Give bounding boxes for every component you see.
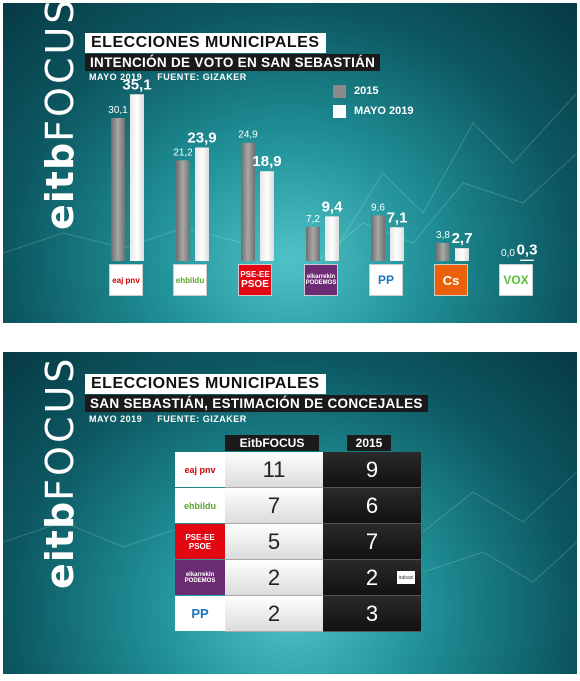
legend-swatch-2015 xyxy=(333,84,346,98)
seats-eitbfocus: 5 xyxy=(225,524,323,560)
bar-label-2015-5: 3,8 xyxy=(436,230,450,241)
bar-2019-2 xyxy=(260,171,274,261)
seats-eitbfocus: 7 xyxy=(225,488,323,524)
chart-date: MAYO 2019 xyxy=(89,72,143,82)
bar-2015-4 xyxy=(371,215,385,261)
party-logo: eaj pnv xyxy=(175,452,225,487)
chart-legend: 2015 MAYO 2019 xyxy=(333,81,414,121)
legend-label-2019: MAYO 2019 xyxy=(354,105,414,117)
bar-label-2019-6: 0,3 xyxy=(517,242,538,259)
table-date: MAYO 2019 xyxy=(89,414,143,424)
chart-source: FUENTE: GIZAKER xyxy=(157,72,247,82)
bar-2019-6 xyxy=(520,259,534,261)
bar-2019-0 xyxy=(130,94,144,262)
bar-2019-1 xyxy=(195,147,209,261)
seats-eitbfocus: 2 xyxy=(225,560,323,596)
bar-label-2015-3: 7,2 xyxy=(306,214,320,225)
bar-label-2015-0: 30,1 xyxy=(108,105,128,116)
bar-2019-5 xyxy=(455,248,469,261)
table-subtitle: SAN SEBASTIÁN, ESTIMACIÓN DE CONCEJALES xyxy=(85,395,428,412)
logo-pse: PSE-EE PSOE xyxy=(238,264,272,296)
column-header-2015: 2015 xyxy=(347,435,391,451)
bar-2015-5 xyxy=(436,242,450,261)
table-row: eaj pnv 11 9 xyxy=(175,452,421,488)
legend-label-2015: 2015 xyxy=(354,85,379,97)
bar-label-2019-4: 7,1 xyxy=(387,209,408,226)
bar-chart: 30,135,121,223,9 24,918,97,29,4 9,67,13,8 2… xyxy=(108,76,538,262)
seats-2015: 9 xyxy=(323,452,421,488)
bar-label-2019-0: 35,1 xyxy=(122,76,151,93)
seats-panel: eitbFOCUS ELECCIONES MUNICIPALES SAN SEB… xyxy=(3,352,577,674)
bar-label-2019-3: 9,4 xyxy=(322,198,344,215)
logo-bildu: ehbildu xyxy=(173,264,207,296)
logo-vox: VOX xyxy=(499,264,533,296)
table-row: elkarrekin PODEMOS 2 2 irabazi xyxy=(175,560,421,596)
logo-pse-top: PSE-EE xyxy=(240,270,270,279)
logo-pp-text: PP xyxy=(377,273,394,287)
party-logo: elkarrekin PODEMOS xyxy=(175,560,225,595)
logo-vox-text: VOX xyxy=(503,273,529,287)
legend-swatch-2019 xyxy=(333,104,346,118)
table-meta: MAYO 2019 FUENTE: GIZAKER xyxy=(89,414,259,424)
logo-podemos: elkarrekin PODEMOS xyxy=(304,264,338,296)
bar-2015-0 xyxy=(111,118,125,262)
chart-subtitle: INTENCIÓN DE VOTO EN SAN SEBASTIÁN xyxy=(85,54,381,71)
seats-2015: 3 xyxy=(323,596,421,632)
bar-label-2015-6: 0,0 xyxy=(501,248,515,259)
seats-eitbfocus: 2 xyxy=(225,596,323,632)
chart-meta: MAYO 2019 FUENTE: GIZAKER xyxy=(89,72,259,82)
legend-item-2019: MAYO 2019 xyxy=(333,101,414,121)
bar-label-2019-1: 23,9 xyxy=(187,129,216,146)
column-header-eitbfocus: EitbFOCUS xyxy=(225,435,319,451)
seats-2015: 7 xyxy=(323,524,421,560)
logo-pp: PP xyxy=(369,264,403,296)
irabazi-logo: irabazi xyxy=(397,571,415,584)
bar-label-2015-2: 24,9 xyxy=(238,130,258,141)
vote-intention-panel: eitbFOCUS ELECCIONES MUNICIPALES INTENCI… xyxy=(3,3,577,323)
logo-pnv: eaj pnv xyxy=(109,264,143,296)
table-row: PP 2 3 xyxy=(175,596,421,632)
logo-cs-text: Cs xyxy=(442,272,460,288)
logo-bildu-text: ehbildu xyxy=(175,275,205,285)
bar-2019-4 xyxy=(390,227,404,261)
logo-cs: Cs xyxy=(434,264,468,296)
background-graphic-2 xyxy=(3,471,577,583)
party-logo: PP xyxy=(175,596,225,631)
bar-label-2019-2: 18,9 xyxy=(252,153,281,170)
bar-label-2019-5: 2,7 xyxy=(452,230,473,247)
logo-podemos-text: elkarrekin PODEMOS xyxy=(305,274,337,286)
seats-2015: 6 xyxy=(323,488,421,524)
chart-title: ELECCIONES MUNICIPALES xyxy=(85,33,326,53)
bar-2015-3 xyxy=(306,226,320,261)
party-logo: ehbildu xyxy=(175,488,225,523)
bar-label-2015-4: 9,6 xyxy=(371,202,385,213)
seats-eitbfocus: 11 xyxy=(225,452,323,488)
legend-item-2015: 2015 xyxy=(333,81,414,101)
table-row: PSE-EE PSOE 5 7 xyxy=(175,524,421,560)
bar-2015-1 xyxy=(176,160,190,261)
bar-label-2015-1: 21,2 xyxy=(173,147,193,158)
bar-2019-3 xyxy=(325,216,339,261)
eitbfocus-logo-2: eitbFOCUS xyxy=(38,355,82,589)
logo-pnv-text: eaj pnv xyxy=(112,275,140,285)
party-logo: PSE-EE PSOE xyxy=(175,524,225,559)
table-title: ELECCIONES MUNICIPALES xyxy=(85,374,326,394)
table-source: FUENTE: GIZAKER xyxy=(157,414,247,424)
bar-2015-2 xyxy=(241,142,255,261)
logo-pse-bottom: PSOE xyxy=(241,279,269,290)
table-row: ehbildu 7 6 xyxy=(175,488,421,524)
